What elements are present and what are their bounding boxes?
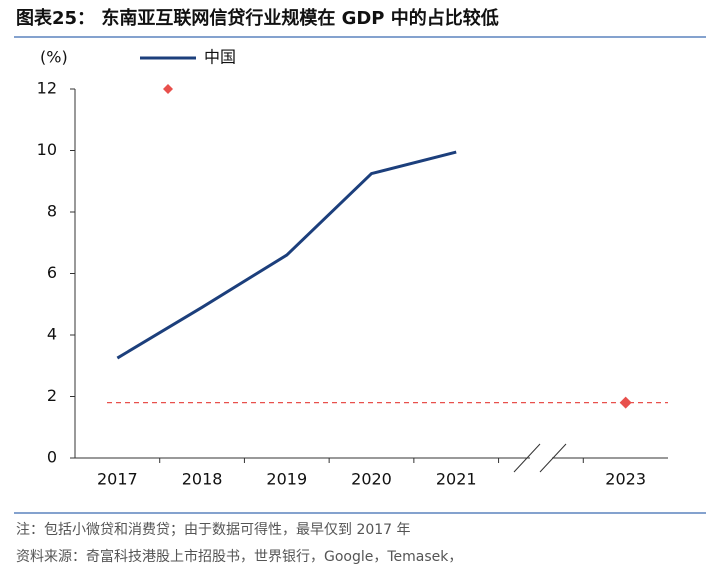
x-tick-label: 2021 [436, 470, 477, 489]
x-tick-label: 2018 [182, 470, 223, 489]
x-tick-label: 2020 [351, 470, 392, 489]
y-tick-label: 6 [47, 263, 57, 282]
x-tick-label: 2023 [605, 470, 646, 489]
axis-break-gap [530, 440, 552, 470]
y-tick-label: 10 [37, 140, 57, 159]
y-tick-label: 4 [47, 325, 57, 344]
x-tick-label: 2017 [97, 470, 138, 489]
legend-label: 中国 [204, 48, 236, 67]
axis-break [539, 443, 567, 473]
source: 资料来源：奇富科技港股上市招股书，世界银行，Google，Temasek， [16, 548, 462, 565]
line-series [116, 150, 457, 360]
y-axis-label: (%) [40, 48, 68, 67]
y-tick-label: 12 [37, 79, 57, 98]
y-tick-label: 2 [47, 386, 57, 405]
legend-marker [163, 84, 173, 94]
y-tick-label: 0 [47, 448, 57, 467]
axis-break [513, 443, 541, 473]
diamond-marker [619, 396, 632, 409]
x-tick-label: 2019 [266, 470, 307, 489]
y-tick-label: 8 [47, 202, 57, 221]
note: 注：包括小微贷和消费贷；由于数据可得性，最早仅到 2017 年 [16, 521, 411, 538]
chart-title: 图表25： 东南亚互联网信贷行业规模在 GDP 中的占比较低 [16, 7, 499, 29]
